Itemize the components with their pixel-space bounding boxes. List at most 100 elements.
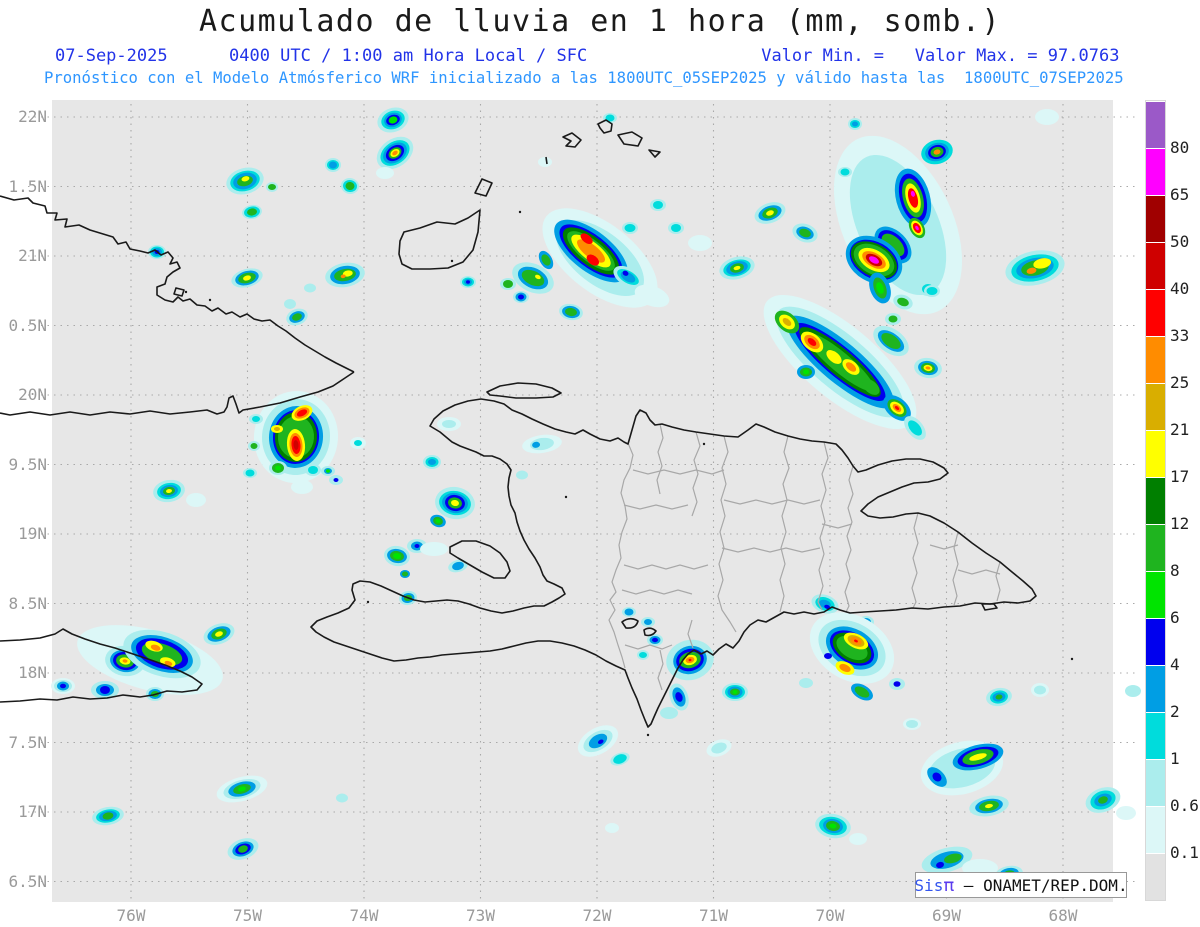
- colorbar-segment: [1146, 148, 1165, 195]
- rain-cell: [921, 139, 953, 165]
- rain-cell: [216, 775, 268, 803]
- lat-tick-label: 6.5N: [8, 871, 47, 891]
- rain-cell: [512, 262, 554, 294]
- lat-tick-label: 8.5N: [8, 593, 47, 613]
- valid-time-subtitle: 07-Sep-2025 0400 UTC / 1:00 am Hora Loca…: [55, 46, 1120, 66]
- rain-cell: [797, 365, 815, 379]
- rain-cell: [423, 455, 441, 469]
- rain-cell: [885, 313, 901, 325]
- rain-cell: [927, 767, 947, 787]
- rain-cell: [336, 793, 348, 803]
- rain-cell: [231, 268, 263, 288]
- colorbar-segment: [1146, 430, 1165, 477]
- rain-cell: [862, 379, 880, 395]
- rain-cell: [883, 395, 911, 421]
- colorbar-segment: [1146, 853, 1165, 900]
- credit-badge: Sis π – ONAMET/REP.DOM.: [914, 872, 1128, 898]
- rain-cell: [845, 235, 903, 285]
- rain-cell: [1125, 685, 1141, 697]
- rain-cell: [1085, 787, 1121, 813]
- rain-cell: [641, 617, 655, 627]
- colorbar-tick-label: 33: [1170, 326, 1190, 345]
- colorbar-segment: [1146, 806, 1165, 853]
- rain-cell: [554, 219, 628, 283]
- rain-cell: [376, 136, 414, 170]
- rain-cell: [668, 222, 684, 234]
- colorbar-segment: [1146, 477, 1165, 524]
- lon-tick-label: 70W: [815, 906, 845, 925]
- rain-cell: [286, 429, 306, 461]
- colorbar-tick-label: 1: [1170, 749, 1180, 768]
- lon-tick-label: 69W: [932, 906, 961, 925]
- rain-cell: [851, 683, 873, 701]
- rain-cell: [376, 167, 394, 179]
- lat-tick-label: 7.5N: [8, 732, 47, 752]
- rain-cell: [873, 325, 909, 357]
- rain-cell: [799, 678, 813, 688]
- rain-cell: [249, 414, 263, 424]
- colorbar-tick-label: 65: [1170, 185, 1190, 204]
- rain-cell: [522, 434, 562, 454]
- rain-cell: [227, 838, 259, 860]
- rain-cell: [350, 437, 366, 449]
- rain-cell: [893, 294, 913, 310]
- rain-cell: [226, 167, 264, 195]
- rain-cell: [284, 299, 296, 309]
- rain-cell: [603, 113, 617, 123]
- rain-cell: [91, 681, 119, 699]
- rain-cell: [688, 235, 712, 251]
- small-islands: [184, 210, 1074, 737]
- rain-cell: [647, 634, 663, 646]
- rain-cell: [792, 223, 818, 243]
- rain-cell: [610, 752, 630, 766]
- rain-cell: [838, 167, 852, 177]
- colorbar-segment: [1146, 101, 1165, 148]
- rain-cell: [903, 718, 921, 730]
- rain-cell: [186, 493, 206, 507]
- rain-cell: [203, 623, 235, 645]
- rain-cell: [843, 632, 869, 650]
- rain-cell: [706, 739, 732, 757]
- colorbar-tick-label: 12: [1170, 514, 1190, 533]
- colorbar-segment: [1146, 665, 1165, 712]
- rain-cell: [341, 177, 359, 195]
- colorbar-tick-label: 2: [1170, 702, 1180, 721]
- rain-cell: [516, 470, 528, 480]
- rain-cell: [242, 204, 262, 220]
- rain-cell: [889, 678, 905, 690]
- coastlines: [0, 119, 1037, 728]
- rain-cell: [622, 607, 636, 617]
- rain-cell: [800, 331, 824, 353]
- rain-cell: [420, 542, 448, 556]
- rain-cell: [321, 466, 335, 476]
- rain-cell: [407, 539, 427, 553]
- lat-tick-label: 18N: [18, 663, 47, 682]
- rain-cell: [286, 308, 308, 326]
- rain-cell: [969, 795, 1009, 817]
- rain-cell: [815, 813, 851, 839]
- rain-cell: [304, 283, 316, 293]
- rain-cell: [400, 570, 410, 578]
- colorbar-tick-label: 8: [1170, 561, 1180, 580]
- rain-cell: [51, 678, 75, 694]
- rain-cell: [904, 416, 926, 440]
- colorbar-segment: [1146, 571, 1165, 618]
- credit-product-name: Sis: [914, 875, 944, 895]
- rain-cell: [605, 823, 619, 833]
- lon-tick-label: 76W: [116, 906, 146, 925]
- page-title: Acumulado de lluvia en 1 hora (mm, somb.…: [198, 4, 1002, 39]
- colorbar-segment: [1146, 289, 1165, 336]
- rain-cell: [377, 107, 409, 133]
- rain-cell: [809, 612, 895, 684]
- rain-cell: [430, 514, 446, 528]
- colorbar-tick-label: 25: [1170, 373, 1190, 392]
- colorbar-segment: [1146, 618, 1165, 665]
- rain-cell: [538, 250, 554, 270]
- rain-cell: [305, 464, 321, 476]
- colorbar-segment: [1146, 242, 1165, 289]
- pi-icon: π: [943, 874, 955, 896]
- rain-cell: [269, 461, 287, 475]
- lat-tick-label: 0.5N: [8, 315, 47, 335]
- rain-cell: [460, 276, 476, 288]
